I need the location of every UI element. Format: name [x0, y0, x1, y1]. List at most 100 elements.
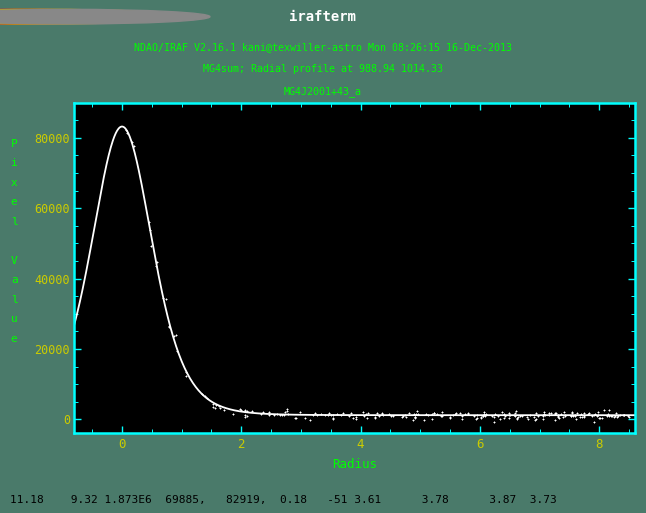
Point [413, 410, 423, 418]
Text: V: V [11, 255, 17, 266]
Point [328, 415, 338, 423]
Point [412, 407, 422, 416]
Point [499, 410, 509, 418]
Text: a: a [11, 275, 17, 285]
Point [512, 413, 522, 422]
Point [247, 407, 257, 416]
Point [377, 409, 387, 417]
Point [362, 414, 372, 422]
Point [579, 413, 589, 421]
Point [289, 414, 300, 422]
Point [240, 413, 250, 422]
Point [504, 408, 514, 417]
Point [282, 405, 292, 413]
Point [316, 409, 326, 418]
Circle shape [0, 9, 210, 24]
Point [481, 410, 491, 418]
Point [437, 411, 448, 420]
Point [428, 409, 439, 418]
Point [344, 412, 355, 421]
Point [408, 410, 419, 418]
Point [619, 411, 629, 419]
Point [410, 412, 420, 421]
Text: P: P [11, 139, 17, 149]
Point [423, 410, 433, 419]
Point [523, 415, 533, 423]
Point [450, 409, 461, 418]
Point [578, 409, 589, 418]
Point [436, 412, 446, 421]
Point [570, 415, 581, 423]
Point [457, 411, 468, 420]
Point [528, 413, 539, 421]
Point [619, 411, 629, 419]
Text: i: i [11, 158, 17, 168]
Point [214, 402, 225, 410]
Point [346, 408, 356, 417]
Point [598, 406, 609, 415]
Point [610, 412, 620, 420]
Point [256, 410, 267, 418]
Point [235, 406, 245, 414]
Point [370, 412, 380, 421]
Point [611, 409, 621, 417]
Point [145, 226, 155, 234]
Point [597, 414, 607, 422]
Point [623, 412, 634, 420]
Point [567, 409, 578, 418]
Point [384, 410, 394, 418]
Point [121, 126, 131, 134]
Point [410, 413, 421, 421]
Point [479, 411, 490, 420]
Point [181, 368, 191, 376]
Point [351, 415, 361, 423]
Point [264, 408, 275, 416]
Point [570, 411, 580, 419]
Point [594, 413, 605, 422]
Point [604, 412, 614, 420]
Point [499, 414, 509, 422]
Point [531, 409, 541, 417]
Point [590, 410, 600, 418]
Point [180, 371, 191, 380]
Point [242, 412, 252, 420]
Text: l: l [11, 216, 17, 227]
Point [530, 416, 540, 424]
Point [513, 412, 523, 421]
Point [487, 412, 497, 420]
Point [277, 410, 287, 419]
Point [211, 401, 222, 409]
Point [240, 406, 250, 414]
Point [282, 407, 292, 416]
Point [305, 416, 315, 424]
Point [583, 409, 594, 417]
Point [450, 410, 460, 419]
Point [532, 412, 543, 420]
Circle shape [0, 9, 184, 24]
Point [603, 406, 614, 414]
Point [576, 410, 586, 419]
Point [497, 408, 507, 416]
Point [505, 410, 516, 419]
Point [207, 400, 218, 408]
Point [560, 412, 570, 420]
Point [490, 410, 500, 418]
Point [546, 409, 556, 418]
Text: MG4sum; Radial profile at 988.94 1014.33: MG4sum; Radial profile at 988.94 1014.33 [203, 64, 443, 74]
Point [463, 410, 473, 418]
Point [476, 412, 486, 421]
Point [603, 409, 614, 418]
Point [388, 412, 398, 420]
Point [171, 330, 181, 339]
Point [295, 408, 306, 417]
Point [575, 412, 585, 421]
Point [445, 414, 455, 422]
Point [514, 411, 525, 420]
Circle shape [0, 9, 158, 24]
Point [578, 411, 589, 420]
Text: e: e [11, 197, 17, 207]
Point [427, 415, 437, 423]
Point [553, 411, 563, 420]
Point [359, 411, 369, 420]
Point [429, 409, 439, 418]
